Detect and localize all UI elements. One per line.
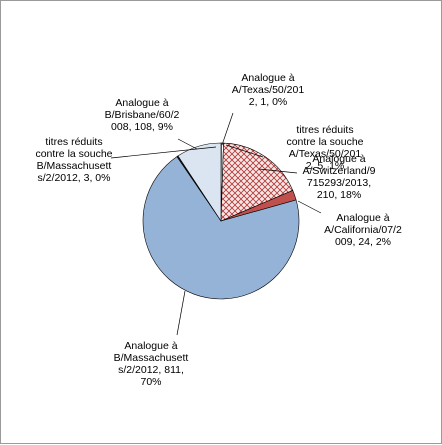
data-label-line: B/Massachusett — [37, 160, 112, 172]
data-label-line: Analogue à — [115, 97, 168, 109]
data-label-line: contre la souche — [286, 136, 363, 148]
data-label-line: titres réduits — [296, 124, 353, 136]
leader-line-4 — [177, 291, 185, 335]
data-label-line: A/Switzerland/9 — [303, 165, 376, 177]
data-label-line: Analogue à — [336, 212, 389, 224]
leader-line-6 — [178, 139, 197, 149]
data-label-line: A/California/07/2 — [324, 224, 402, 236]
data-label-line: A/Texas/50/201 — [232, 84, 305, 96]
data-label-line: s/2/2012, 811, — [118, 364, 184, 376]
data-label-line: Analogue à — [124, 340, 177, 352]
data-label-line: 70% — [140, 376, 161, 388]
data-label-line: contre la souche — [35, 148, 112, 160]
leader-line-0 — [222, 113, 233, 145]
data-label-line: 2, 1, 0% — [249, 96, 288, 108]
data-label-line: 009, 24, 2% — [335, 236, 391, 248]
data-label-line: Analogue à — [312, 153, 365, 165]
data-label-line: B/Brisbane/60/2 — [105, 109, 180, 121]
data-label-line: 008, 108, 9% — [111, 121, 173, 133]
data-label-line: s/2/2012, 3, 0% — [38, 172, 111, 184]
data-label-line: 715293/2013, — [307, 177, 371, 189]
data-label-line: Analogue à — [241, 72, 294, 84]
leader-line-3 — [298, 201, 321, 213]
data-label-line: 210, 18% — [317, 189, 361, 201]
data-label-line: B/Massachusett — [114, 352, 189, 364]
data-label-line: titres réduits — [45, 136, 102, 148]
